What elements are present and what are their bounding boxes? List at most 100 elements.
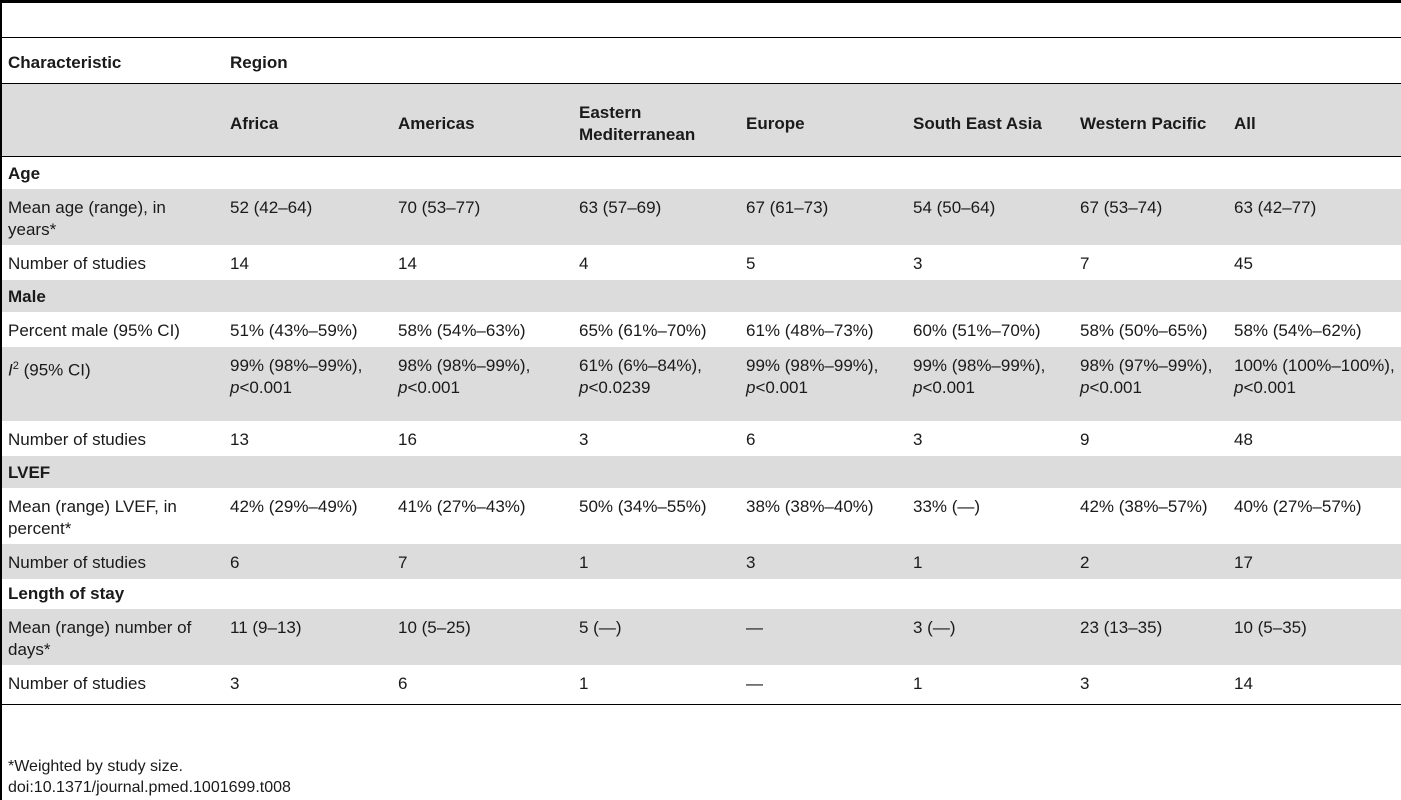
table-cell: 99% (98%–99%), p<0.001 xyxy=(913,355,1046,397)
row-label: Percent male (95% CI) xyxy=(8,320,180,340)
table-cell: 13 xyxy=(230,429,249,449)
row-label: Number of studies xyxy=(8,429,146,449)
table-cell: 2 xyxy=(1080,552,1090,572)
table-cell: 99% (98%–99%), p<0.001 xyxy=(746,355,879,397)
table-cell: 60% (51%–70%) xyxy=(913,320,1041,340)
table-cell: 17 xyxy=(1234,552,1253,572)
left-rule xyxy=(0,0,2,800)
table-cell: 58% (54%–63%) xyxy=(398,320,526,340)
section-title: Male xyxy=(8,286,46,306)
doi-link[interactable]: doi:10.1371/journal.pmed.1001699.t008 xyxy=(8,779,291,796)
row-label: Mean (range) number of days* xyxy=(8,617,192,659)
table-cell: 48 xyxy=(1234,429,1253,449)
section-length-of-stay: Length of stay xyxy=(2,579,1401,609)
table-cell: 45 xyxy=(1234,253,1253,273)
table-cell: 6 xyxy=(746,429,756,449)
table-cell: 5 xyxy=(746,253,756,273)
table-cell: 7 xyxy=(398,552,408,572)
table-cell: 38% (38%–40%) xyxy=(746,496,874,516)
table-cell: 63 (57–69) xyxy=(579,197,662,217)
table-cell: 1 xyxy=(907,664,1074,705)
characteristics-table: Characteristic Region Africa Americas Ea… xyxy=(2,37,1401,705)
table-cell: 14 xyxy=(230,253,249,273)
section-age: Age xyxy=(2,157,1401,189)
header-row-2: Africa Americas Eastern Mediterranean Eu… xyxy=(2,83,1401,157)
table-cell: 51% (43%–59%) xyxy=(230,320,358,340)
footnote: *Weighted by study size. xyxy=(8,758,183,775)
table-cell: 42% (29%–49%) xyxy=(230,496,358,516)
table-cell: 98% (97%–99%), p<0.001 xyxy=(1080,355,1213,397)
table-cell: 99% (98%–99%), p<0.001 xyxy=(230,355,363,397)
table-cell: 1 xyxy=(579,552,589,572)
table-cell: 3 (—) xyxy=(913,617,956,637)
table-row: Mean age (range), in years* 52 (42–64) 7… xyxy=(2,188,1401,245)
row-label: Number of studies xyxy=(8,552,146,572)
table-cell: 3 xyxy=(913,429,923,449)
col-all: All xyxy=(1228,83,1401,157)
section-title: LVEF xyxy=(8,462,51,482)
top-rule xyxy=(0,0,1401,3)
table-cell: 61% (48%–73%) xyxy=(746,320,874,340)
section-title: Age xyxy=(8,164,41,183)
table-cell: 3 xyxy=(1074,664,1228,705)
col-europe: Europe xyxy=(740,83,907,157)
col-south-east-asia: South East Asia xyxy=(907,83,1074,157)
table-cell: 11 (9–13) xyxy=(230,617,302,637)
table-row: I2 (95% CI) 99% (98%–99%), p<0.001 98% (9… xyxy=(2,346,1401,421)
table-row: Number of studies 13 16 3 6 3 9 48 xyxy=(2,421,1401,456)
table-cell: 67 (61–73) xyxy=(746,197,829,217)
table-cell: 52 (42–64) xyxy=(230,197,313,217)
table-row: Number of studies 14 14 4 5 3 7 45 xyxy=(2,245,1401,280)
table-cell: 14 xyxy=(398,253,417,273)
table-cell: 3 xyxy=(579,429,589,449)
header-row-1: Characteristic Region xyxy=(2,37,1401,84)
row-label: Number of studies xyxy=(2,664,224,705)
table-cell: 10 (5–35) xyxy=(1234,617,1307,637)
table-cell: 5 (—) xyxy=(579,617,622,637)
table-cell: 42% (38%–57%) xyxy=(1080,496,1208,516)
col-africa: Africa xyxy=(224,83,392,157)
table-cell: 58% (54%–62%) xyxy=(1234,320,1362,340)
table-cell: 33% (—) xyxy=(913,496,981,516)
table-cell: 61% (6%–84%), p<0.0239 xyxy=(579,355,702,397)
row-label: Number of studies xyxy=(8,253,146,273)
table-cell: 1 xyxy=(573,664,740,705)
table-row: Number of studies 6 7 1 3 1 2 17 xyxy=(2,543,1401,579)
table-cell: 40% (27%–57%) xyxy=(1234,496,1362,516)
table-cell: 1 xyxy=(913,552,923,572)
table-cell: 7 xyxy=(1080,253,1090,273)
section-title: Length of stay xyxy=(8,583,125,603)
header-region: Region xyxy=(224,37,1401,84)
section-lvef: LVEF xyxy=(2,455,1401,488)
table-cell: 14 xyxy=(1228,664,1401,705)
table-cell: 98% (98%–99%), p<0.001 xyxy=(398,355,531,397)
table-row: Mean (range) LVEF, in percent* 42% (29%–… xyxy=(2,488,1401,544)
header-characteristic: Characteristic xyxy=(2,37,224,84)
table-cell: 4 xyxy=(579,253,589,273)
table-cell: 65% (61%–70%) xyxy=(579,320,707,340)
table-cell: 70 (53–77) xyxy=(398,197,481,217)
section-male: Male xyxy=(2,279,1401,312)
table-row: Percent male (95% CI) 51% (43%–59%) 58% … xyxy=(2,312,1401,347)
table-cell: 6 xyxy=(230,552,240,572)
row-label: Mean (range) LVEF, in percent* xyxy=(8,496,177,538)
table-cell: — xyxy=(740,664,907,705)
row-label: Mean age (range), in years* xyxy=(8,197,166,239)
row-label: I2 (95% CI) xyxy=(8,359,91,380)
table-cell: 58% (50%–65%) xyxy=(1080,320,1208,340)
col-western-pacific: Western Pacific xyxy=(1074,83,1228,157)
table-row: Mean (range) number of days* 11 (9–13) 1… xyxy=(2,608,1401,665)
table-cell: 100% (100%–100%), p<0.001 xyxy=(1234,355,1395,397)
table-cell: 16 xyxy=(398,429,417,449)
table-cell: 41% (27%–43%) xyxy=(398,496,526,516)
table-row: Number of studies 3 6 1 — 1 3 14 xyxy=(2,664,1401,705)
col-eastern-mediterranean: Eastern Mediterranean xyxy=(573,83,740,157)
table-cell: — xyxy=(746,617,763,637)
table-cell: 3 xyxy=(913,253,923,273)
table-cell: 9 xyxy=(1080,429,1090,449)
table-cell: 6 xyxy=(392,664,573,705)
table-cell: 3 xyxy=(746,552,756,572)
table-cell: 23 (13–35) xyxy=(1080,617,1163,637)
table-cell: 10 (5–25) xyxy=(398,617,471,637)
